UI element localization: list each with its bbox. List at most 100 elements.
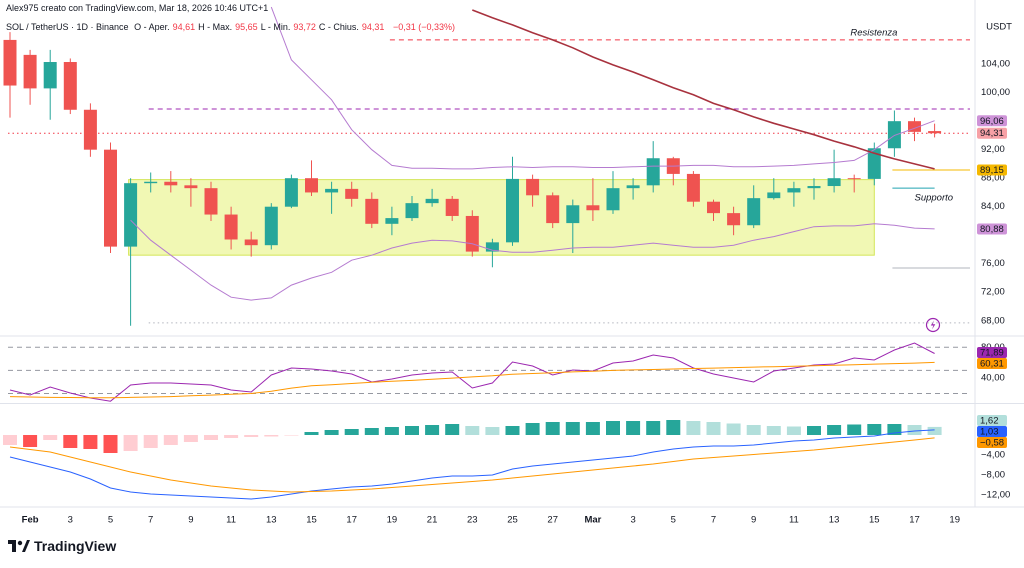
histogram-bar — [103, 435, 118, 453]
histogram-bar — [244, 435, 259, 437]
change: −0,31 (−0,33%) — [392, 22, 455, 32]
histogram-bar — [927, 426, 942, 435]
x-tick-label: 7 — [148, 515, 153, 526]
histogram-bar — [324, 430, 339, 435]
histogram-bar — [204, 435, 218, 440]
candle-body — [526, 178, 540, 196]
x-tick-label: 19 — [387, 515, 398, 526]
histogram-bar — [847, 424, 862, 435]
histogram-bar — [123, 435, 138, 451]
ohlc-label: O - Aper. — [134, 22, 170, 32]
candle-body — [787, 188, 801, 193]
price-label-bg — [977, 426, 1007, 438]
ohlc-value: 95,65 — [235, 22, 258, 32]
histogram-bar — [384, 427, 399, 435]
y-tick-label: 92,00 — [981, 144, 1005, 155]
brand-icon — [8, 540, 30, 552]
y-tick-label: 104,00 — [981, 59, 1010, 70]
price-label: 80,88 — [980, 224, 1004, 235]
y-tick-label: 84,00 — [981, 201, 1005, 212]
candle-body — [63, 62, 77, 110]
x-tick-label: 27 — [547, 515, 558, 526]
histogram-bar — [445, 424, 460, 435]
alert-icon — [925, 317, 941, 333]
candle-body — [747, 198, 761, 226]
series-line — [9, 342, 935, 402]
x-tick-label: 21 — [427, 515, 438, 526]
level-label: Resistenza — [850, 27, 897, 38]
watermark: Alex975 creato con TradingView.com, Mar … — [6, 3, 269, 13]
histogram-bar — [505, 426, 520, 435]
candle-body — [727, 213, 741, 226]
candle-body — [847, 178, 861, 180]
candle-body — [244, 239, 258, 246]
candle-body — [445, 198, 459, 216]
x-tick-label: 5 — [108, 515, 113, 526]
histogram-bar — [666, 420, 681, 435]
legend-row: SOL / TetherUS · 1D · Binance O - Aper. 9… — [6, 22, 458, 32]
price-label-bg — [977, 437, 1007, 449]
candle-body — [506, 178, 519, 243]
histogram-bar — [746, 425, 761, 435]
price-label-bg — [977, 127, 1007, 139]
ohlc-label: H - Max. — [198, 22, 233, 32]
histogram-bar — [646, 421, 661, 435]
histogram-bar — [3, 435, 17, 445]
candle-body — [586, 205, 600, 211]
histogram-bar — [726, 423, 741, 435]
pane — [8, 342, 970, 402]
x-tick-label: 17 — [909, 515, 920, 526]
x-tick-label: 5 — [671, 515, 676, 526]
ohlc-value: 93,72 — [293, 22, 316, 32]
ohlc-value: 94,31 — [361, 22, 385, 32]
unit-label: USDT — [986, 22, 1012, 33]
x-tick-label: 15 — [306, 515, 317, 526]
histogram-bar — [766, 426, 781, 435]
histogram-bar — [23, 435, 38, 447]
y-tick-label: −4,00 — [981, 450, 1005, 461]
y-tick-label: 88,00 — [981, 173, 1005, 184]
price-label: 96,06 — [980, 116, 1004, 127]
ohlc-label: C - Chius. — [318, 22, 359, 32]
histogram-bar — [63, 435, 78, 448]
histogram-bar — [304, 432, 319, 435]
histogram-bar — [525, 423, 540, 435]
candle-body — [83, 109, 97, 150]
candle-body — [405, 203, 419, 219]
series-line — [9, 429, 935, 500]
candle-body — [485, 242, 499, 252]
histogram-bar — [284, 435, 299, 436]
histogram-bar — [706, 422, 721, 435]
candle-body — [546, 195, 560, 224]
candle-body — [144, 181, 158, 184]
candle-body — [465, 215, 479, 252]
candle-body — [305, 178, 318, 193]
series-line — [270, 6, 935, 170]
ohlc-value: 94,61 — [172, 22, 196, 32]
x-tick-label: 7 — [711, 515, 716, 526]
candle-body — [385, 218, 399, 224]
candle-body — [325, 188, 339, 193]
x-tick-label: 3 — [630, 515, 635, 526]
histogram-bar — [867, 424, 882, 435]
price-label-bg — [977, 346, 1007, 358]
histogram-bar — [626, 421, 641, 435]
candle-body — [807, 186, 821, 189]
candle-body — [686, 173, 700, 202]
candle-body — [204, 188, 218, 215]
symbol: SOL / TetherUS · 1D · Binance — [6, 22, 129, 32]
histogram-bar — [545, 422, 560, 435]
candle-body — [887, 121, 901, 149]
series-line — [9, 437, 935, 493]
x-tick-label: 17 — [346, 515, 357, 526]
candle-body — [566, 205, 580, 224]
histogram-bar — [405, 426, 419, 435]
x-tick-label: 11 — [226, 515, 236, 526]
candle-body — [184, 185, 198, 189]
x-tick-label: 13 — [266, 515, 277, 526]
x-tick-label: 13 — [829, 515, 840, 526]
series-line — [130, 219, 935, 301]
ohlc-legend: O - Aper. 94,61 H - Max. 95,65 L - Min. 93,72… — [134, 22, 387, 32]
